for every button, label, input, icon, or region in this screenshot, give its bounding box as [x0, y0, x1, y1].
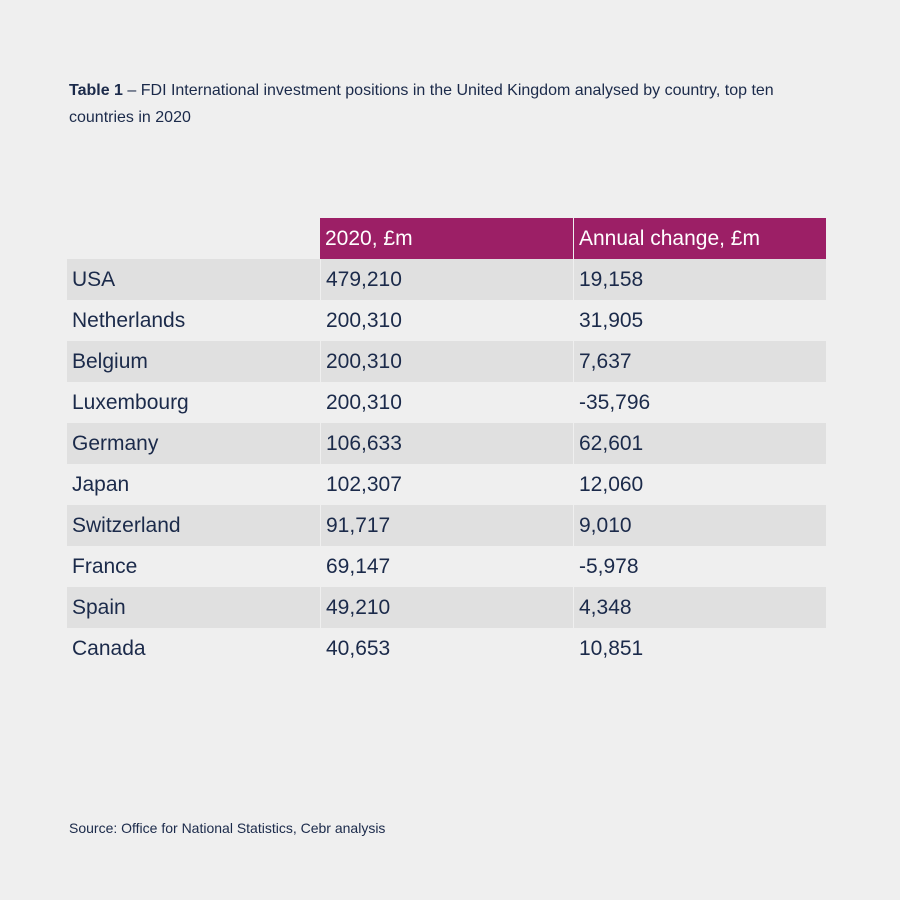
table-row: Spain 49,210 4,348: [67, 587, 826, 628]
table-row: Belgium 200,310 7,637: [67, 341, 826, 382]
table-title: – FDI International investment positions…: [69, 82, 774, 126]
table-number: Table 1: [69, 82, 123, 99]
country-cell: Luxembourg: [67, 382, 320, 423]
annual-change-cell: 4,348: [573, 587, 826, 628]
country-cell: Canada: [67, 628, 320, 669]
annual-change-cell: 19,158: [573, 259, 826, 300]
source-note: Source: Office for National Statistics, …: [69, 820, 386, 836]
country-cell: Japan: [67, 464, 320, 505]
value-2020-cell: 49,210: [320, 587, 573, 628]
value-2020-cell: 200,310: [320, 382, 573, 423]
country-cell: France: [67, 546, 320, 587]
value-2020-cell: 40,653: [320, 628, 573, 669]
country-cell: USA: [67, 259, 320, 300]
country-cell: Spain: [67, 587, 320, 628]
annual-change-cell: -35,796: [573, 382, 826, 423]
country-cell: Netherlands: [67, 300, 320, 341]
table-row: Luxembourg 200,310 -35,796: [67, 382, 826, 423]
value-2020-cell: 200,310: [320, 300, 573, 341]
value-2020-cell: 69,147: [320, 546, 573, 587]
fdi-table: 2020, £m Annual change, £m USA 479,210 19,…: [67, 218, 826, 669]
table-row: USA 479,210 19,158: [67, 259, 826, 300]
country-cell: Switzerland: [67, 505, 320, 546]
table-header: 2020, £m Annual change, £m: [67, 218, 826, 259]
value-2020-cell: 91,717: [320, 505, 573, 546]
value-2020-cell: 102,307: [320, 464, 573, 505]
table-body: USA 479,210 19,158 Netherlands 200,310 31,905…: [67, 259, 826, 669]
table-row: France 69,147 -5,978: [67, 546, 826, 587]
value-2020-cell: 479,210: [320, 259, 573, 300]
header-annual-change: Annual change, £m: [573, 218, 826, 259]
table-row: Canada 40,653 10,851: [67, 628, 826, 669]
country-cell: Belgium: [67, 341, 320, 382]
value-2020-cell: 200,310: [320, 341, 573, 382]
table-row: Netherlands 200,310 31,905: [67, 300, 826, 341]
table-row: Japan 102,307 12,060: [67, 464, 826, 505]
annual-change-cell: 12,060: [573, 464, 826, 505]
annual-change-cell: 62,601: [573, 423, 826, 464]
header-country: [67, 218, 320, 259]
header-2020-value: 2020, £m: [320, 218, 573, 259]
table-row: Switzerland 91,717 9,010: [67, 505, 826, 546]
value-2020-cell: 106,633: [320, 423, 573, 464]
annual-change-cell: 9,010: [573, 505, 826, 546]
table-row: Germany 106,633 62,601: [67, 423, 826, 464]
table-caption: Table 1 – FDI International investment p…: [69, 77, 789, 131]
annual-change-cell: 7,637: [573, 341, 826, 382]
annual-change-cell: 10,851: [573, 628, 826, 669]
header-row: 2020, £m Annual change, £m: [67, 218, 826, 259]
country-cell: Germany: [67, 423, 320, 464]
annual-change-cell: 31,905: [573, 300, 826, 341]
annual-change-cell: -5,978: [573, 546, 826, 587]
